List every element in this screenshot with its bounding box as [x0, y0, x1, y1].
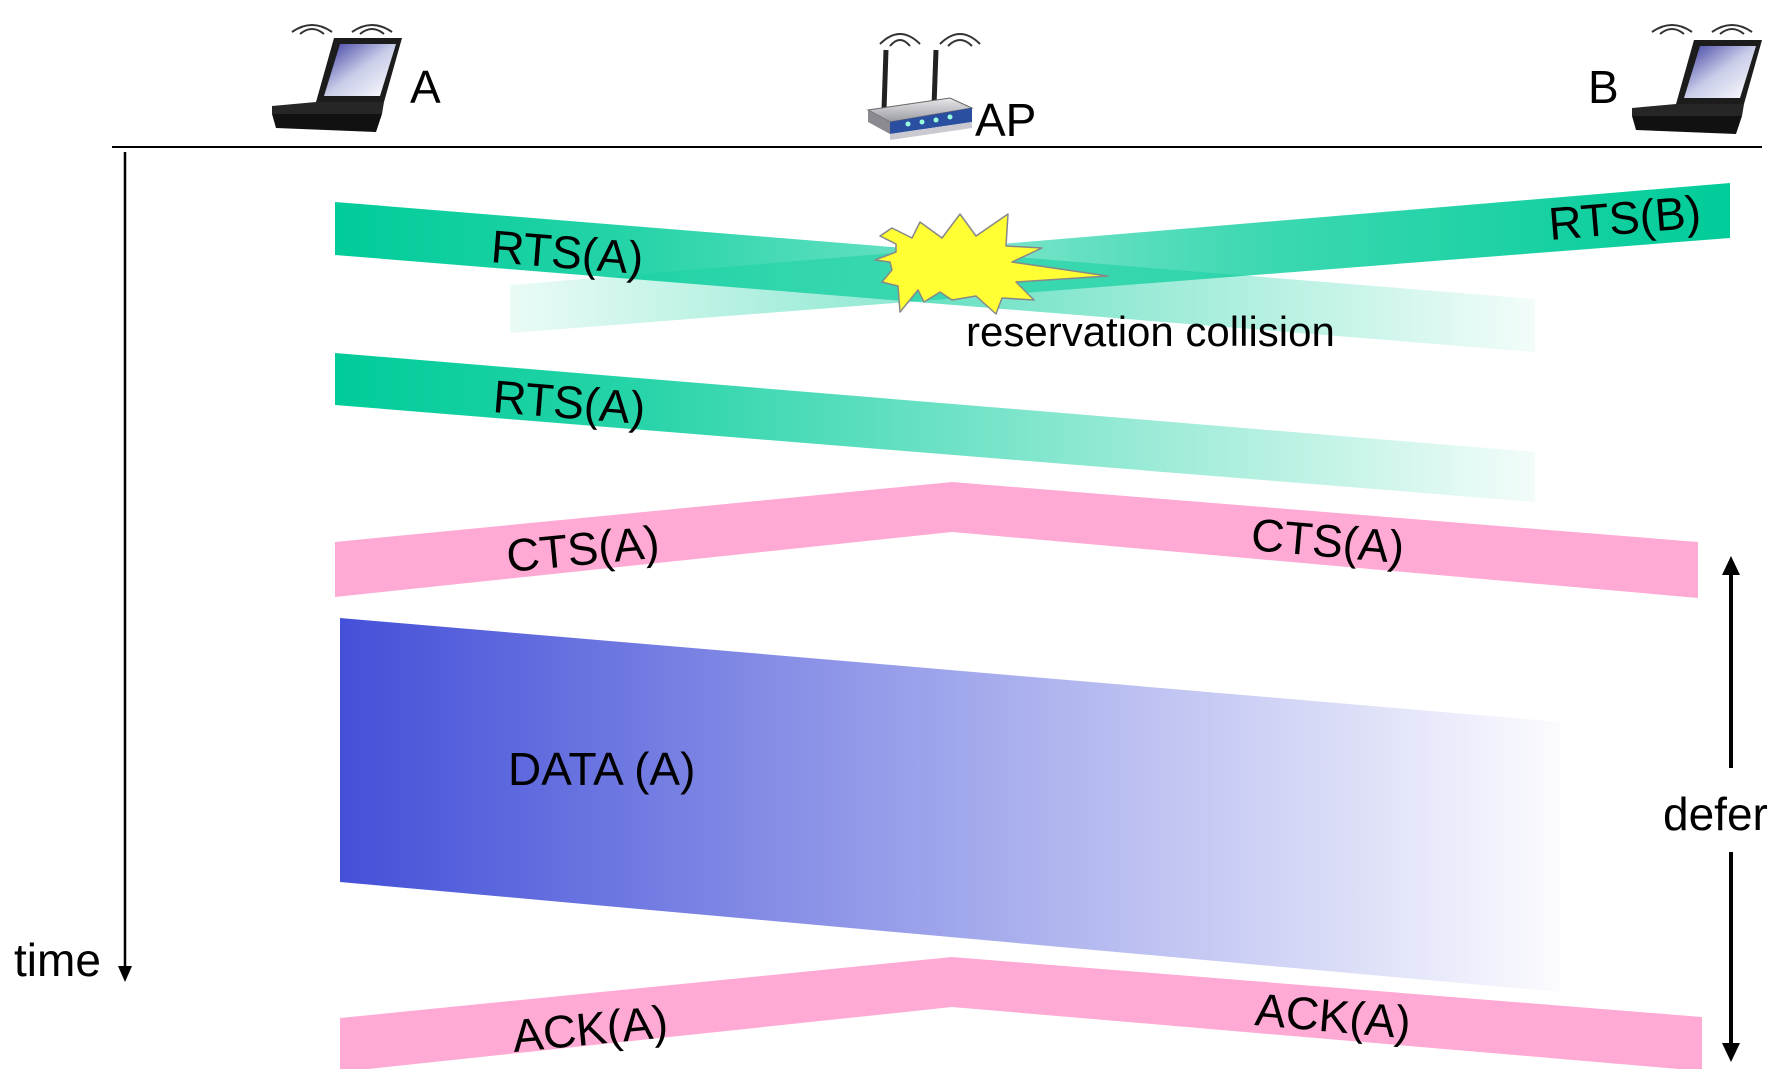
node-b-label: B	[1588, 61, 1619, 113]
laptop-b-icon	[1632, 24, 1762, 134]
collision-burst-icon	[874, 213, 1109, 315]
data-a-label: DATA (A)	[508, 743, 695, 795]
time-axis	[118, 152, 132, 982]
data-a-band	[340, 618, 1560, 992]
cts-a-band	[335, 482, 1698, 598]
node-ap-label: AP	[975, 94, 1036, 146]
rts-a-second-label: RTS(A)	[491, 370, 647, 434]
defer-arrow	[1722, 556, 1740, 1062]
time-axis-label: time	[14, 934, 101, 986]
rts-a-second-band	[335, 353, 1535, 502]
rts-a-first-label: RTS(A)	[489, 220, 645, 284]
rts-b-band	[510, 183, 1730, 333]
ack-a-band	[340, 957, 1702, 1069]
node-a-label: A	[410, 61, 441, 113]
rts-b-label: RTS(B)	[1546, 185, 1702, 250]
defer-label: defer	[1663, 788, 1768, 840]
wireless-router-icon	[866, 33, 981, 140]
laptop-a-icon	[272, 24, 402, 132]
collision-label: reservation collision	[966, 308, 1335, 355]
